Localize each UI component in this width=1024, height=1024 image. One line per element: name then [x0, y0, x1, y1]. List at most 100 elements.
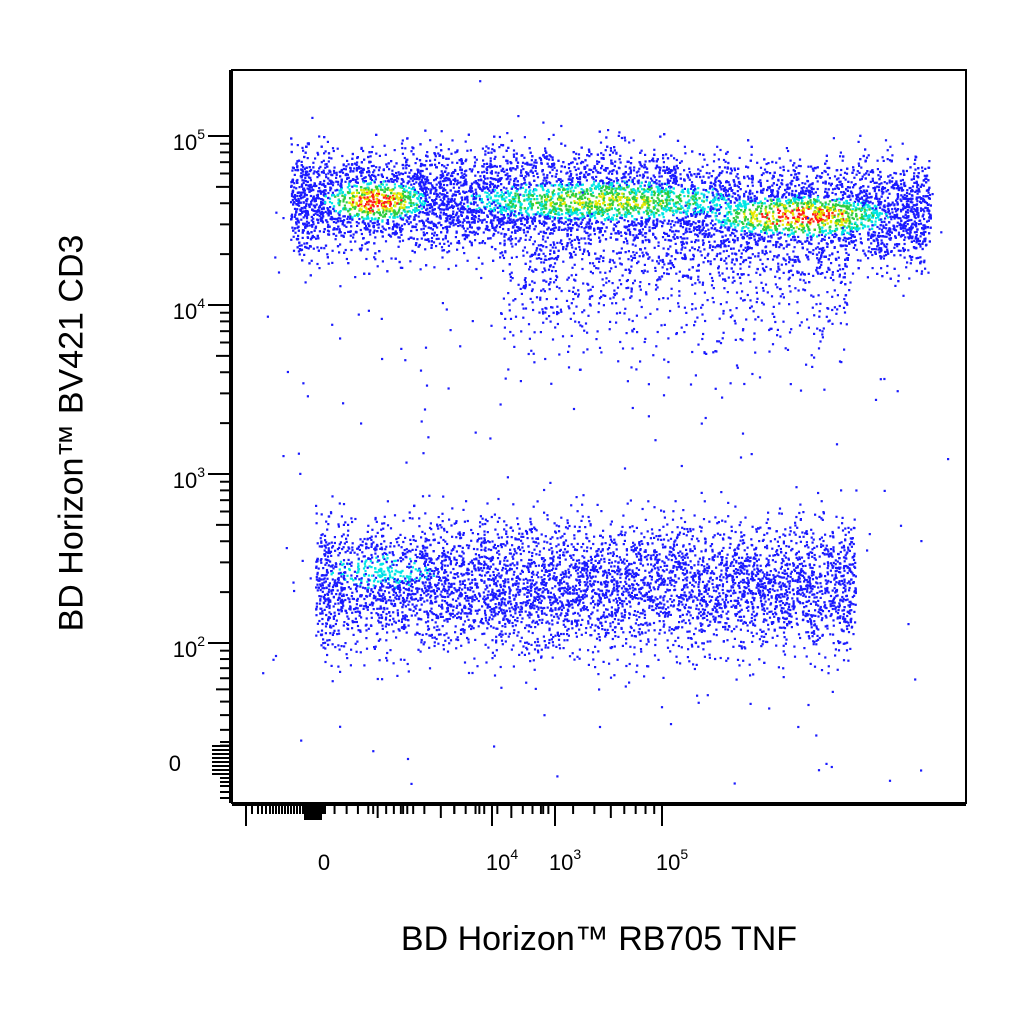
data-point — [515, 225, 518, 229]
data-point — [306, 223, 309, 226]
data-point — [580, 226, 583, 229]
data-point — [609, 178, 612, 181]
data-point — [818, 175, 821, 178]
data-point — [622, 203, 625, 206]
data-point — [652, 199, 655, 202]
data-point — [332, 228, 335, 231]
data-point — [687, 176, 690, 179]
data-point — [352, 236, 355, 239]
data-point — [561, 202, 564, 205]
data-point — [731, 252, 734, 255]
data-point — [790, 229, 793, 232]
data-point — [685, 230, 688, 233]
data-point — [465, 169, 468, 172]
data-point — [799, 278, 802, 281]
data-point — [841, 159, 844, 162]
data-point — [393, 192, 396, 195]
data-point — [417, 195, 421, 198]
data-point — [718, 184, 721, 187]
data-point — [442, 249, 446, 252]
data-point — [405, 164, 408, 167]
data-point — [385, 212, 388, 215]
data-point — [643, 190, 646, 193]
data-point — [681, 206, 684, 209]
data-point — [573, 263, 576, 266]
data-point — [816, 194, 820, 198]
data-point — [837, 215, 840, 218]
data-point — [746, 184, 749, 188]
data-point — [686, 207, 689, 210]
data-point — [397, 245, 400, 248]
data-point — [899, 217, 902, 220]
data-point — [751, 192, 754, 195]
data-point — [398, 240, 401, 243]
data-point — [363, 196, 366, 199]
data-point — [743, 204, 746, 208]
data-point — [885, 227, 888, 230]
data-point — [542, 121, 545, 124]
data-point — [897, 233, 900, 236]
data-point — [384, 180, 387, 183]
data-point — [924, 230, 927, 234]
data-point — [919, 235, 922, 238]
data-point — [638, 167, 641, 170]
data-point — [571, 227, 574, 230]
data-point — [410, 183, 413, 186]
data-point — [702, 212, 705, 215]
data-point — [889, 174, 892, 177]
data-point — [477, 220, 480, 223]
data-point — [430, 236, 434, 240]
data-point — [551, 168, 554, 171]
data-point — [665, 232, 668, 235]
data-point — [520, 207, 523, 210]
data-point — [380, 204, 383, 207]
data-point — [506, 172, 509, 175]
data-point — [400, 203, 403, 206]
data-point — [360, 202, 363, 205]
data-point — [896, 183, 899, 186]
data-point — [793, 162, 796, 165]
data-point — [327, 160, 330, 163]
data-point — [735, 211, 739, 214]
data-point — [875, 192, 878, 195]
data-point — [665, 205, 669, 208]
data-point — [787, 149, 790, 153]
data-point — [654, 167, 657, 170]
data-point — [454, 190, 457, 193]
data-point — [586, 206, 589, 209]
data-point — [586, 211, 589, 214]
data-point — [837, 238, 840, 241]
data-point — [858, 227, 861, 230]
data-point — [434, 212, 437, 215]
data-point — [509, 175, 512, 178]
data-point — [609, 147, 612, 150]
data-point — [717, 197, 720, 200]
data-point — [598, 192, 601, 196]
data-point — [313, 236, 316, 239]
data-point — [911, 188, 914, 192]
data-point — [381, 188, 384, 192]
data-point — [913, 207, 916, 211]
data-point — [708, 240, 711, 243]
data-point — [742, 248, 745, 252]
data-point — [378, 211, 381, 214]
data-point — [411, 175, 415, 178]
data-point — [886, 250, 889, 253]
data-point — [447, 157, 450, 160]
data-point — [902, 169, 905, 172]
data-point — [771, 258, 775, 261]
data-point — [696, 249, 700, 252]
data-point — [580, 188, 583, 191]
data-point — [433, 231, 436, 234]
data-point — [551, 192, 554, 196]
data-point — [341, 191, 344, 194]
data-point — [810, 165, 813, 168]
data-point — [447, 244, 450, 247]
data-point — [724, 234, 727, 237]
data-point — [812, 220, 815, 223]
data-point — [563, 201, 566, 204]
data-point — [338, 251, 341, 254]
data-point — [662, 161, 665, 164]
data-point — [585, 179, 588, 182]
data-point — [324, 163, 327, 166]
